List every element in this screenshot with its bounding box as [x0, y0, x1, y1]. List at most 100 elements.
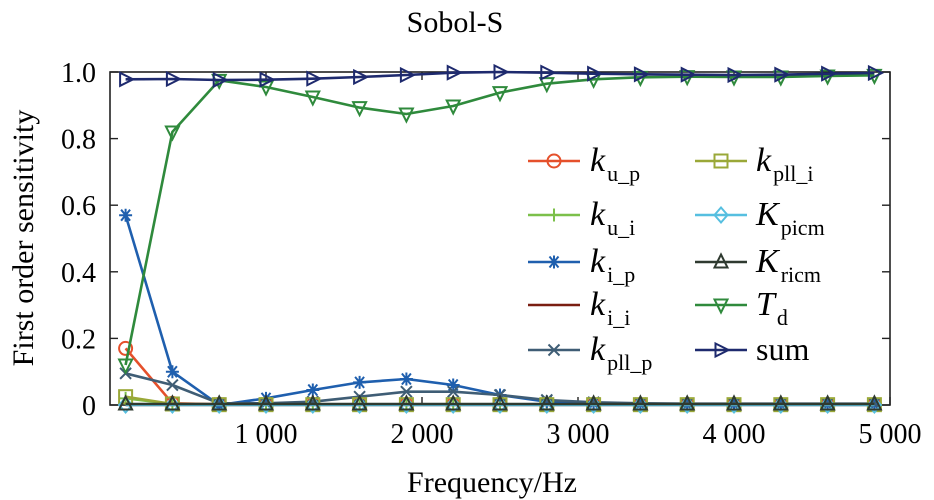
data-point — [538, 394, 555, 411]
legend-item: kpll_i — [695, 142, 813, 186]
legend-label: ki_i — [590, 286, 630, 330]
data-point — [258, 395, 274, 415]
data-point — [398, 394, 415, 411]
data-point — [212, 71, 229, 89]
data-point — [165, 365, 179, 379]
legend-label: kpll_i — [756, 142, 813, 186]
legend-marker — [712, 298, 730, 315]
data-point — [866, 395, 883, 415]
data-point — [446, 64, 463, 81]
data-point — [304, 394, 321, 411]
y-tick-label: 0.6 — [61, 191, 96, 222]
data-point — [398, 395, 415, 415]
x-axis-label: Frequency/Hz — [407, 466, 577, 499]
legend-label: ku_i — [590, 196, 635, 240]
legend-label: ku_p — [590, 142, 640, 186]
legend-marker — [546, 153, 562, 169]
data-point — [164, 395, 181, 415]
data-point — [772, 394, 789, 411]
series-T-d — [117, 68, 883, 375]
data-point — [679, 395, 696, 415]
data-point — [819, 395, 836, 415]
legend-marker — [547, 255, 561, 269]
legend-item: Kricm — [695, 243, 821, 287]
series-line — [125, 70, 875, 82]
data-point — [164, 394, 181, 411]
legend-item: kpll_p — [528, 331, 652, 375]
data-point — [445, 395, 462, 415]
legend-label: ki_p — [590, 243, 635, 287]
data-point — [398, 107, 415, 124]
x-tick-label: 5 000 — [859, 419, 922, 450]
data-point — [491, 394, 509, 411]
data-point — [445, 394, 462, 411]
data-point — [164, 125, 181, 142]
data-point — [211, 395, 228, 415]
y-tick-label: 1.0 — [61, 58, 96, 89]
legend-marker — [713, 205, 729, 225]
legend-label: Td — [756, 286, 788, 330]
y-tick-label: 0.2 — [61, 324, 96, 355]
data-point — [540, 64, 557, 81]
data-point — [726, 395, 742, 415]
series-layer — [117, 63, 885, 415]
data-point — [400, 385, 413, 398]
data-point — [166, 378, 179, 392]
data-point — [585, 394, 602, 411]
series-sum — [119, 63, 885, 89]
legend-item: ku_i — [528, 196, 635, 240]
data-point — [119, 71, 136, 88]
data-point — [491, 86, 509, 103]
data-point — [866, 394, 883, 411]
data-point — [117, 395, 134, 415]
x-tick-label: 2 000 — [391, 419, 454, 450]
data-point — [819, 394, 836, 411]
data-point — [774, 66, 791, 83]
legend-marker — [713, 153, 729, 169]
y-tick-label: 0.8 — [61, 125, 96, 156]
data-point — [304, 90, 321, 107]
data-point — [117, 394, 134, 411]
legend-marker — [714, 341, 731, 359]
data-point — [351, 101, 368, 118]
data-point — [117, 358, 134, 375]
data-point — [679, 394, 696, 411]
data-point — [399, 372, 413, 386]
data-point — [446, 378, 460, 392]
data-point — [257, 394, 275, 411]
series-K-ricm — [117, 394, 883, 411]
legend-marker — [712, 252, 730, 269]
legend-marker — [547, 343, 561, 357]
legend-item: Td — [695, 286, 788, 330]
data-point — [351, 394, 368, 411]
data-point — [540, 395, 554, 409]
data-point — [727, 66, 744, 84]
data-point — [211, 394, 228, 411]
legend-item: Kpicm — [695, 196, 825, 240]
legend-marker — [547, 208, 561, 222]
data-point — [259, 71, 276, 88]
chart-title: Sobol-S — [407, 6, 504, 39]
data-point — [304, 395, 321, 415]
legend-label: kpll_p — [590, 331, 652, 375]
data-point — [867, 64, 885, 82]
data-point — [119, 208, 133, 222]
data-point — [493, 63, 510, 81]
y-axis-label: First order sensitivity — [7, 110, 40, 367]
data-point — [445, 99, 462, 116]
x-tick-label: 4 000 — [703, 419, 766, 450]
data-point — [680, 66, 697, 83]
data-point — [633, 66, 651, 83]
data-point — [351, 395, 368, 415]
data-point — [587, 65, 604, 82]
data-point — [725, 394, 743, 411]
y-tick-label: 0 — [82, 391, 96, 422]
y-tick-label: 0.4 — [61, 258, 96, 289]
data-point — [538, 77, 555, 94]
data-point — [492, 395, 508, 415]
data-point — [353, 68, 370, 86]
data-point — [446, 385, 460, 398]
data-point — [585, 395, 602, 415]
